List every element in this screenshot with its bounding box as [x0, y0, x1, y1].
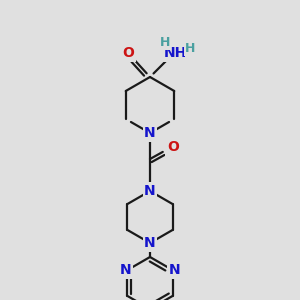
Text: H: H — [185, 43, 195, 56]
Text: NH: NH — [164, 46, 187, 60]
Text: N: N — [120, 263, 131, 277]
Text: N: N — [144, 236, 156, 250]
Text: O: O — [122, 46, 134, 60]
Text: H: H — [160, 37, 170, 50]
Text: O: O — [167, 140, 179, 154]
Text: N: N — [169, 263, 180, 277]
Text: N: N — [144, 126, 156, 140]
Text: N: N — [144, 184, 156, 198]
